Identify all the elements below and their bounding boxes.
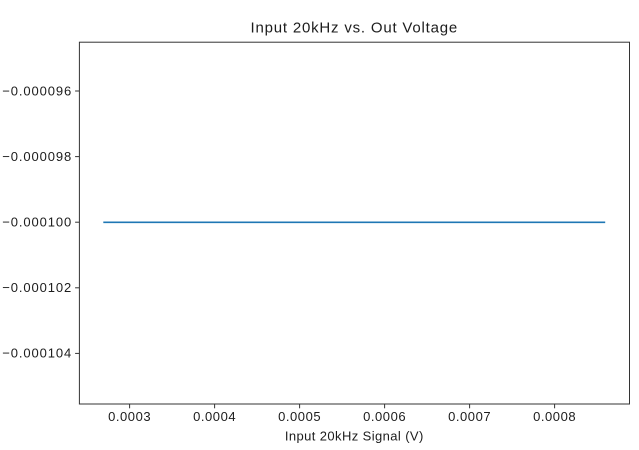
svg-text:0.0006: 0.0006 <box>363 409 406 424</box>
svg-text:0.0007: 0.0007 <box>448 409 491 424</box>
svg-text:−0.000100: −0.000100 <box>2 215 72 230</box>
svg-text:0.0003: 0.0003 <box>108 409 151 424</box>
svg-text:0.0005: 0.0005 <box>278 409 321 424</box>
svg-text:−0.000104: −0.000104 <box>2 346 72 361</box>
svg-text:−0.000098: −0.000098 <box>2 149 72 164</box>
svg-text:−0.000096: −0.000096 <box>2 83 72 98</box>
svg-text:0.0004: 0.0004 <box>193 409 236 424</box>
svg-text:0.0008: 0.0008 <box>533 409 576 424</box>
svg-text:−0.000102: −0.000102 <box>2 280 72 295</box>
svg-text:Input 20kHz Signal (V): Input 20kHz Signal (V) <box>285 429 424 444</box>
svg-text:Input 20kHz vs. Out Voltage: Input 20kHz vs. Out Voltage <box>251 20 459 37</box>
